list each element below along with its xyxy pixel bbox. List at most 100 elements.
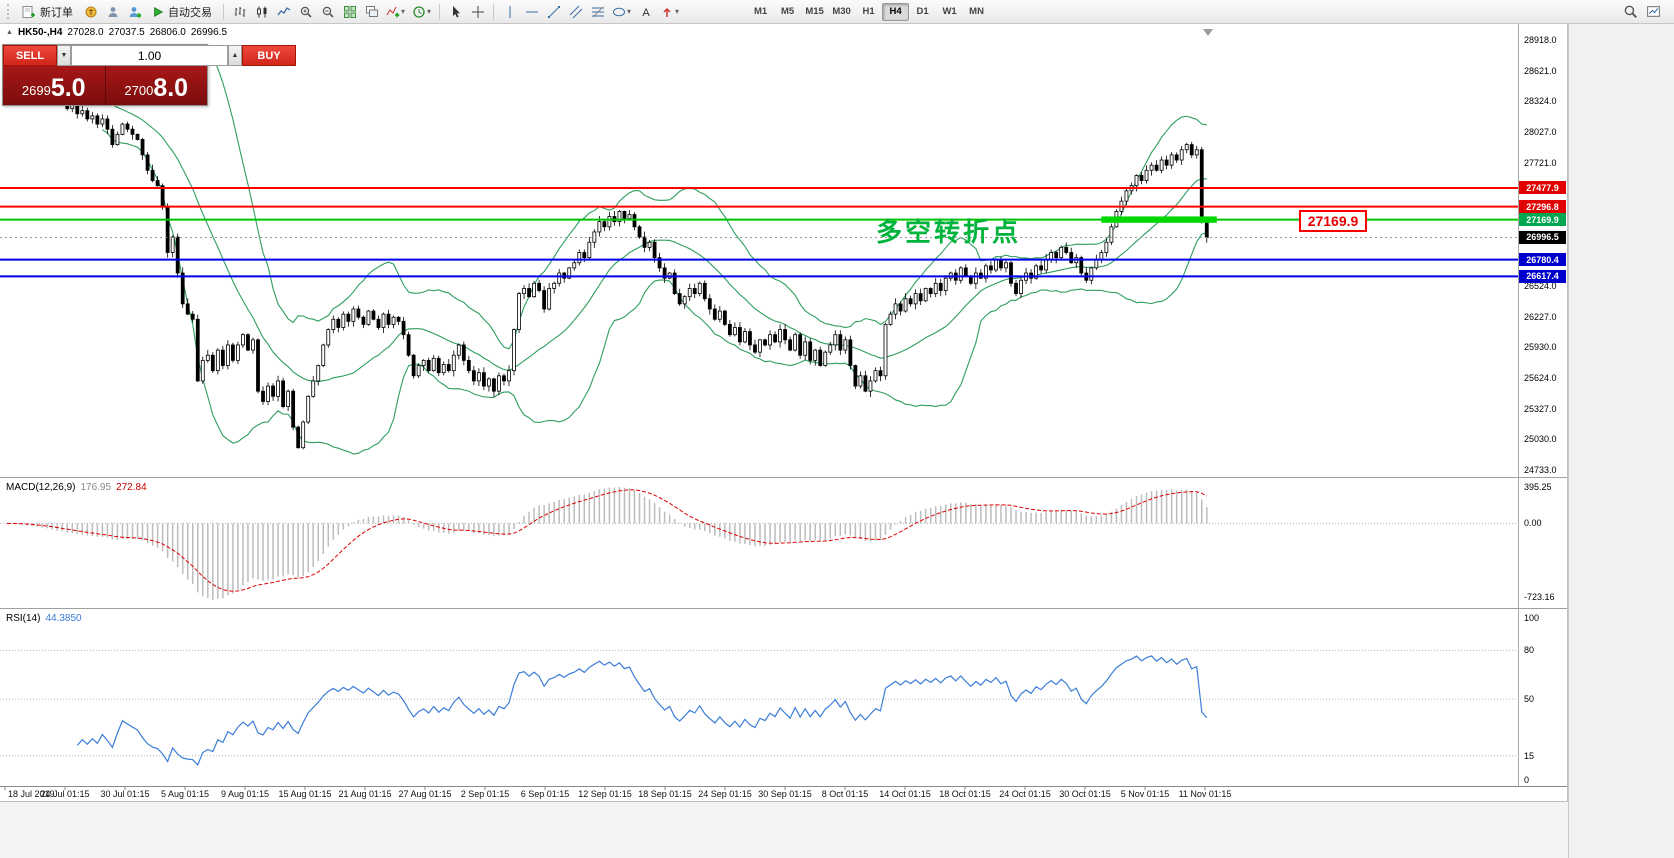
oneclick-collapse-icon[interactable]: ▲ bbox=[6, 29, 13, 36]
clock-icon bbox=[413, 5, 425, 18]
tf-button-M30[interactable]: M30 bbox=[832, 6, 851, 17]
tf-button-M1[interactable]: M1 bbox=[753, 6, 768, 17]
channel-tool-button[interactable] bbox=[565, 2, 586, 22]
indicators-button[interactable]: ▾ bbox=[383, 2, 408, 22]
shapes-tool-button[interactable]: ▾ bbox=[609, 2, 634, 22]
vertical-line-tool-button[interactable] bbox=[499, 2, 520, 22]
panel-frame bbox=[0, 24, 1568, 802]
price-axis-label: 26524.0 bbox=[1524, 280, 1557, 291]
new-order-icon bbox=[22, 5, 35, 18]
buy-button-label: BUY bbox=[257, 49, 281, 62]
sell-button-label: SELL bbox=[15, 49, 45, 62]
zoom-out-icon bbox=[322, 6, 334, 18]
svg-text:A: A bbox=[642, 7, 650, 19]
time-axis-label: 6 Sep 01:15 bbox=[520, 789, 570, 799]
tile-windows-button[interactable] bbox=[339, 2, 360, 22]
price-axis-label: 25624.0 bbox=[1524, 373, 1557, 384]
candlestick-chart-button[interactable] bbox=[251, 2, 272, 22]
period-clock-button[interactable]: ▾ bbox=[409, 2, 434, 22]
trendline-tool-button[interactable] bbox=[543, 2, 564, 22]
arrows-tool-button[interactable]: ▾ bbox=[657, 2, 682, 22]
profile-button[interactable] bbox=[102, 2, 123, 22]
toolbar-right-tools bbox=[1620, 2, 1670, 22]
autotrading-label: 自动交易 bbox=[168, 6, 212, 19]
time-axis-label: 18 Jul 2019 bbox=[8, 789, 55, 799]
price-axis-label: 25327.0 bbox=[1524, 403, 1557, 414]
horizontal-line-objects[interactable] bbox=[0, 186, 1518, 278]
chart-shift-marker[interactable] bbox=[1203, 29, 1213, 36]
price-callout-box[interactable]: 27169.9 bbox=[1299, 210, 1367, 232]
tf-button-H1[interactable]: H1 bbox=[862, 6, 875, 17]
tf-button-M15[interactable]: M15 bbox=[805, 6, 824, 17]
lot-decrease-button[interactable]: ▼ bbox=[57, 45, 71, 66]
macd-main-value: 176.95 bbox=[80, 482, 112, 493]
workspace-bottom-gap bbox=[0, 802, 1568, 858]
time-axis-label: 11 Nov 01:15 bbox=[1178, 789, 1232, 799]
toolbar-separator bbox=[493, 3, 495, 20]
horizontal-line-tool-button[interactable] bbox=[521, 2, 542, 22]
community-button[interactable] bbox=[124, 2, 145, 22]
profile-icon bbox=[108, 6, 117, 17]
sell-button[interactable]: SELL bbox=[3, 45, 57, 66]
tf-button-M5[interactable]: M5 bbox=[780, 6, 795, 17]
macd-label: MACD(12,26,9) 176.95 272.84 bbox=[6, 482, 147, 493]
open-value: 27028.0 bbox=[67, 27, 104, 38]
autotrading-button[interactable]: 自动交易 bbox=[146, 2, 218, 22]
bar-chart-button[interactable] bbox=[229, 2, 250, 22]
price-axis-label: 24733.0 bbox=[1524, 465, 1557, 475]
price-axis-label: 27721.0 bbox=[1524, 158, 1557, 168]
tf-button-D1[interactable]: D1 bbox=[916, 6, 929, 17]
market-icon bbox=[85, 6, 96, 17]
time-axis-label: 9 Aug 01:15 bbox=[220, 789, 270, 799]
symbol-search-button[interactable] bbox=[1620, 2, 1641, 22]
lot-size-input[interactable] bbox=[71, 45, 228, 66]
lot-increase-button[interactable]: ▲ bbox=[228, 45, 242, 66]
toolbar-separator bbox=[223, 3, 224, 20]
turning-point-annotation[interactable]: 多空转折点 bbox=[876, 217, 1022, 247]
cursor-tool-button[interactable] bbox=[445, 2, 466, 22]
line-chart-icon bbox=[276, 6, 290, 15]
candlestick-chart-icon bbox=[256, 6, 266, 17]
sell-price[interactable]: 2699 5.0 bbox=[3, 66, 105, 105]
tf-button-W1[interactable]: W1 bbox=[942, 6, 957, 17]
buy-button[interactable]: BUY bbox=[242, 45, 296, 66]
rsi-axis-label: 15 bbox=[1524, 750, 1535, 761]
new-order-button[interactable]: 新订单 bbox=[16, 2, 79, 22]
buy-price[interactable]: 2700 8.0 bbox=[106, 66, 208, 105]
zoom-out-button[interactable] bbox=[317, 2, 338, 22]
text-tool-icon: A bbox=[642, 7, 650, 19]
toolbar-grip[interactable] bbox=[7, 4, 12, 19]
fibonacci-tool-button[interactable] bbox=[587, 2, 608, 22]
line-chart-button[interactable] bbox=[273, 2, 294, 22]
time-axis-label: 12 Sep 01:15 bbox=[578, 789, 632, 799]
time-axis-label: 15 Aug 01:15 bbox=[278, 789, 332, 799]
horizontal-line-icon bbox=[525, 11, 538, 12]
buy-price-prefix: 2700 bbox=[124, 83, 154, 98]
macd-axis-label: -723.16 bbox=[1524, 592, 1555, 602]
crosshair-tool-button[interactable] bbox=[467, 2, 488, 22]
text-tool-button[interactable]: A bbox=[635, 2, 656, 22]
time-axis-label: 18 Oct 01:15 bbox=[939, 789, 991, 799]
price-axis-label: 25930.0 bbox=[1524, 342, 1557, 353]
arrows-caret-icon: ▾ bbox=[675, 7, 680, 16]
new-chart-button[interactable] bbox=[1643, 2, 1664, 22]
price-tag-27296.8: 27296.8 bbox=[1519, 200, 1566, 214]
candlesticks bbox=[5, 63, 1209, 450]
toolbar-separator bbox=[439, 3, 441, 20]
macd-indicator bbox=[0, 487, 1518, 600]
price-tag-26617.4: 26617.4 bbox=[1519, 269, 1566, 283]
tf-button-H4[interactable]: H4 bbox=[882, 2, 910, 21]
autotrading-play-icon bbox=[154, 6, 164, 17]
bar-chart-icon bbox=[234, 6, 245, 17]
main-toolbar: 新订单 自动交易 bbox=[0, 0, 1674, 24]
time-axis-label: 2 Sep 01:15 bbox=[460, 789, 510, 799]
close-value: 26996.5 bbox=[190, 27, 228, 38]
tf-button-MN[interactable]: MN bbox=[969, 6, 984, 17]
zoom-in-button[interactable] bbox=[295, 2, 316, 22]
clock-caret-icon: ▾ bbox=[427, 7, 432, 16]
market-button[interactable] bbox=[80, 2, 101, 22]
price-axis-label: 28918.0 bbox=[1524, 35, 1557, 46]
cascade-windows-button[interactable] bbox=[361, 2, 382, 22]
